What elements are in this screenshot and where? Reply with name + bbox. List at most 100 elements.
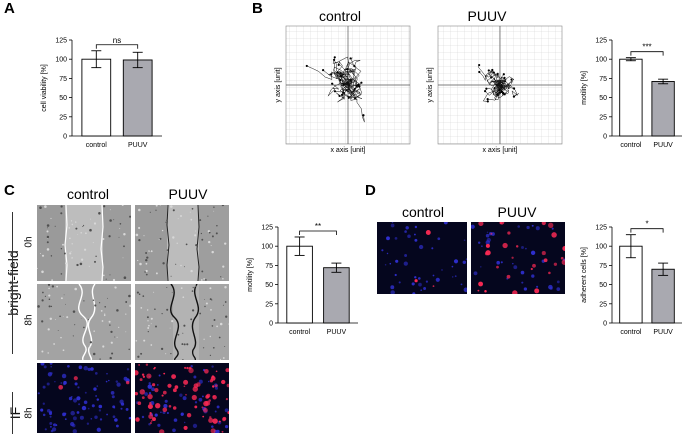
red-signal [125,380,130,385]
cell-speck [209,335,211,338]
cell-speck [56,285,58,288]
cell-speck [150,317,153,320]
red-signal [172,388,177,393]
y-tick-label: 125 [595,225,607,232]
cell-speck [60,273,63,275]
red-signal [171,374,177,380]
nucleus [500,261,503,264]
nucleus [517,225,520,228]
nucleus [411,282,415,286]
cell-speck [95,255,97,258]
cell-speck [216,325,218,328]
cell-speck [102,345,105,348]
cell-speck [99,358,101,360]
nucleus [190,364,193,368]
x-tick-label: control [289,329,310,336]
row-label-0h: 0h [23,236,35,248]
red-signal [225,368,229,373]
nucleus [42,402,45,405]
cell-speck [211,299,213,301]
trajectory-end [512,95,516,98]
cell-speck [211,250,214,254]
red-signal [541,222,546,226]
red-signal [184,366,187,369]
cell-speck [161,313,163,315]
trajectory [344,82,358,98]
nucleus [420,289,422,291]
red-signal [560,256,564,260]
nucleus [112,415,116,419]
cell-speck [125,331,127,333]
cell-speck [129,304,131,308]
nucleus [61,373,67,379]
nucleus [390,285,395,290]
nucleus [473,271,478,276]
panel-label-a: A [4,0,15,17]
trajectory [339,84,359,98]
nucleus [431,247,434,250]
red-signal [58,384,64,390]
cell-speck [62,349,65,352]
nucleus [37,392,40,395]
nucleus [451,265,454,268]
trajectory-end [358,85,361,88]
cell-speck [224,301,227,303]
significance-bracket [95,44,139,49]
cell-speck [75,227,78,230]
nucleus [40,363,45,366]
nucleus [70,410,75,416]
cell-speck [46,241,49,244]
cell-speck [181,343,184,346]
nucleus [513,265,518,270]
cell-speck [143,235,145,237]
cell-speck [44,205,47,208]
nucleus [491,232,495,236]
cell-speck [222,357,225,359]
cell-speck [201,270,204,273]
cell-speck [108,320,111,323]
trajectory [497,83,511,92]
bar-puuv [323,267,350,324]
nucleus [535,226,540,231]
nucleus [413,233,416,236]
nucleus [105,380,108,383]
y-tick-label: 50 [599,95,607,102]
cell-speck [171,320,174,323]
cell-speck [166,249,169,251]
nucleus [64,412,67,415]
nucleus [50,365,53,368]
cell-speck [194,234,197,237]
red-signal [551,232,557,238]
cell-speck [123,245,125,248]
significance-label: *** [642,43,651,52]
cell-speck [155,209,157,211]
cell-speck [176,242,178,244]
image-control-0h [37,205,131,281]
cell-speck [139,262,142,266]
nucleus [551,227,554,230]
trajectory-end [484,90,487,93]
cell-speck [146,309,149,311]
if-image-adhesion-puuv [471,222,565,294]
red-signal [141,373,145,376]
red-signal [172,406,177,410]
trajectory-end [333,56,336,59]
bar-control [619,58,643,137]
nucleus [437,237,441,241]
red-signal [502,242,508,249]
nucleus [526,225,530,230]
red-signal [142,375,146,378]
trajectory-end [330,73,333,76]
cell-speck [46,230,49,233]
cell-speck [110,330,113,334]
trajectory [499,83,519,97]
y-tick-label: 0 [63,134,67,141]
nucleus [74,382,78,386]
red-signal [225,398,228,401]
red-signal [534,288,540,294]
red-signal [218,420,221,423]
cell-speck [161,229,164,232]
trajectory-end [340,93,344,96]
red-signal [515,245,519,248]
cell-speck [46,227,48,229]
